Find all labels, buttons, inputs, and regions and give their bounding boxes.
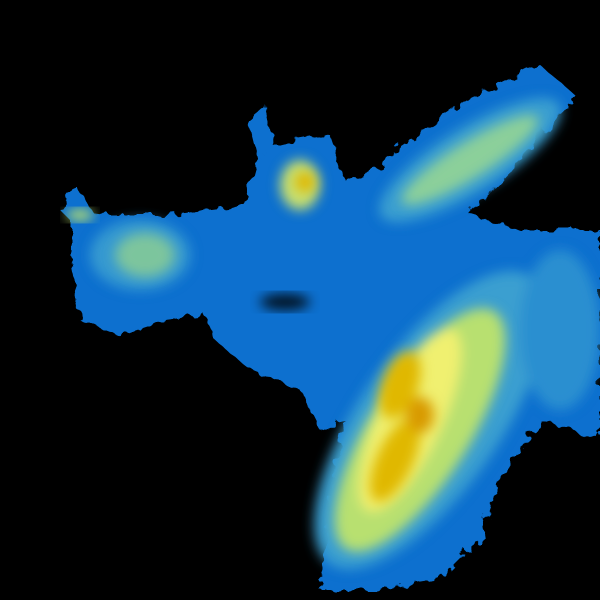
echo-east: [520, 250, 600, 410]
radar-site-clutter: [66, 209, 310, 310]
echo-west-core: [115, 233, 175, 277]
echo-north-spike: [248, 105, 275, 160]
echo-gold-north: [379, 351, 421, 419]
echo-north-gold: [295, 172, 315, 192]
echo-gold-south: [369, 418, 421, 502]
echo-west-tip-core: [66, 209, 94, 221]
site-gap: [260, 294, 310, 310]
intense-echoes: [295, 172, 434, 502]
echo-orange: [406, 397, 434, 433]
echo-ne-core: [401, 114, 539, 206]
